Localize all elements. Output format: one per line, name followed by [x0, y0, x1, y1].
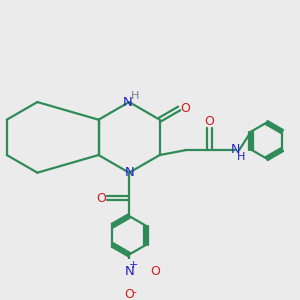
Text: -: - — [133, 287, 136, 297]
Text: N: N — [124, 265, 134, 278]
Text: H: H — [237, 152, 245, 162]
Text: N: N — [123, 95, 132, 109]
Text: +: + — [129, 260, 138, 271]
Text: N: N — [124, 166, 134, 179]
Text: O: O — [180, 102, 190, 115]
Text: O: O — [124, 288, 134, 300]
Text: O: O — [96, 192, 106, 205]
Text: N: N — [231, 143, 241, 156]
Text: H: H — [131, 91, 139, 100]
Text: O: O — [150, 265, 160, 278]
Text: O: O — [205, 115, 214, 128]
